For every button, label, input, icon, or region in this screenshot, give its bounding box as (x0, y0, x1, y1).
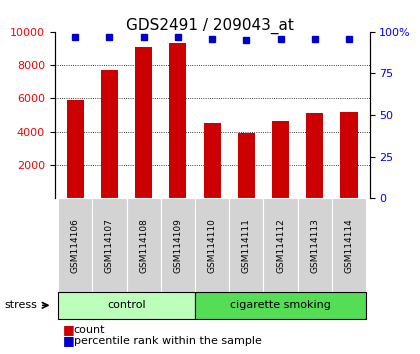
Bar (67, 100, 84, 198)
Text: GSM114112: GSM114112 (276, 218, 285, 273)
Text: percentile rank within the sample: percentile rank within the sample (74, 336, 261, 346)
Text: GSM114107: GSM114107 (105, 218, 114, 273)
Bar (341, 112, 357, 198)
Bar (101, 70, 118, 198)
Text: cigarette smoking: cigarette smoking (230, 300, 331, 310)
Bar (238, 132, 255, 198)
Text: GSM114110: GSM114110 (207, 218, 217, 273)
Text: stress: stress (4, 300, 37, 310)
Text: GSM114109: GSM114109 (173, 218, 182, 273)
Text: control: control (107, 300, 146, 310)
Bar (272, 121, 289, 198)
Bar (135, 47, 152, 198)
Text: ■: ■ (63, 324, 75, 336)
Text: count: count (74, 325, 105, 335)
Text: GSM114113: GSM114113 (310, 218, 319, 273)
Bar (306, 113, 323, 198)
Text: GSM114114: GSM114114 (344, 218, 354, 273)
Bar (204, 122, 220, 198)
Bar (169, 43, 186, 198)
Text: GSM114111: GSM114111 (242, 218, 251, 273)
Text: ■: ■ (63, 334, 75, 347)
Text: GSM114106: GSM114106 (71, 218, 80, 273)
Text: GDS2491 / 209043_at: GDS2491 / 209043_at (126, 18, 294, 34)
Text: GSM114108: GSM114108 (139, 218, 148, 273)
